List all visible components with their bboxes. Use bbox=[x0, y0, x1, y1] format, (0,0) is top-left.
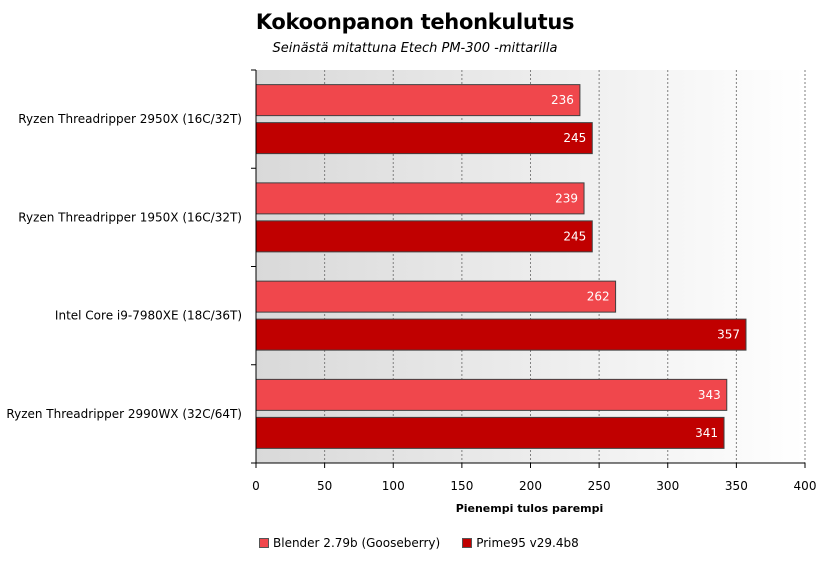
bar-prime95 bbox=[255, 220, 593, 253]
bar-blender bbox=[255, 280, 617, 313]
x-tick-label: 150 bbox=[450, 479, 473, 493]
x-tick-label: 50 bbox=[317, 479, 332, 493]
category-label: Ryzen Threadripper 1950X (16C/32T) bbox=[18, 210, 242, 224]
bar-blender bbox=[255, 378, 728, 411]
data-label: 343 bbox=[698, 388, 721, 402]
legend-label-blender: Blender 2.79b (Gooseberry) bbox=[273, 536, 441, 550]
legend-label-prime95: Prime95 v29.4b8 bbox=[476, 536, 579, 550]
data-label: 239 bbox=[555, 191, 578, 205]
data-label: 357 bbox=[717, 328, 740, 342]
bar-prime95 bbox=[255, 122, 593, 155]
data-label: 341 bbox=[695, 426, 718, 440]
legend-swatch-blender bbox=[259, 538, 269, 548]
x-tick-label: 0 bbox=[252, 479, 260, 493]
bar-prime95 bbox=[255, 416, 725, 449]
x-tick-label: 250 bbox=[588, 479, 611, 493]
bar-blender bbox=[255, 84, 581, 117]
data-label: 236 bbox=[551, 93, 574, 107]
x-tick-label: 100 bbox=[382, 479, 405, 493]
x-tick-label: 400 bbox=[794, 479, 817, 493]
x-tick-label: 350 bbox=[725, 479, 748, 493]
category-label: Ryzen Threadripper 2950X (16C/32T) bbox=[18, 112, 242, 126]
bar-chart: Ryzen Threadripper 2950X (16C/32T) 236 245… bbox=[6, 69, 817, 515]
bar-blender bbox=[255, 182, 585, 215]
x-axis-label: Pienempi tulos parempi bbox=[456, 502, 604, 515]
chart-legend: Blender 2.79b (Gooseberry) Prime95 v29.4… bbox=[259, 536, 579, 550]
category-label: Intel Core i9-7980XE (18C/36T) bbox=[55, 309, 242, 323]
category-label: Ryzen Threadripper 2990WX (32C/64T) bbox=[6, 407, 242, 421]
legend-item-blender: Blender 2.79b (Gooseberry) bbox=[259, 536, 440, 550]
data-label: 262 bbox=[587, 290, 610, 304]
legend-swatch-prime95 bbox=[462, 538, 473, 548]
data-label: 245 bbox=[563, 229, 586, 243]
data-label: 245 bbox=[563, 131, 586, 145]
legend-item-prime95: Prime95 v29.4b8 bbox=[462, 536, 579, 550]
x-tick-label: 300 bbox=[656, 479, 679, 493]
chart-title: Kokoonpanon tehonkulutus bbox=[255, 10, 575, 34]
chart-subtitle: Seinästä mitattuna Etech PM-300 -mittari… bbox=[272, 41, 558, 56]
bar-prime95 bbox=[255, 318, 747, 351]
x-tick-label: 200 bbox=[519, 479, 542, 493]
